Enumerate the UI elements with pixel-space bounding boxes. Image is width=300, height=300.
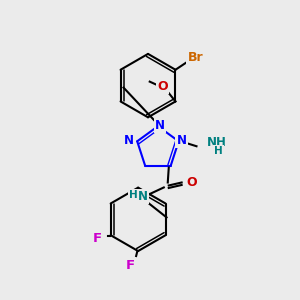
Text: O: O: [186, 176, 197, 189]
Text: H: H: [214, 146, 223, 156]
Text: N: N: [177, 134, 187, 147]
Text: NH: NH: [206, 136, 226, 149]
Text: N: N: [155, 119, 165, 132]
Text: Br: Br: [188, 51, 203, 64]
Text: N: N: [138, 190, 148, 203]
Text: H: H: [129, 190, 138, 200]
Text: F: F: [126, 260, 135, 272]
Text: O: O: [157, 80, 168, 93]
Text: F: F: [93, 232, 102, 245]
Text: N: N: [124, 134, 134, 147]
